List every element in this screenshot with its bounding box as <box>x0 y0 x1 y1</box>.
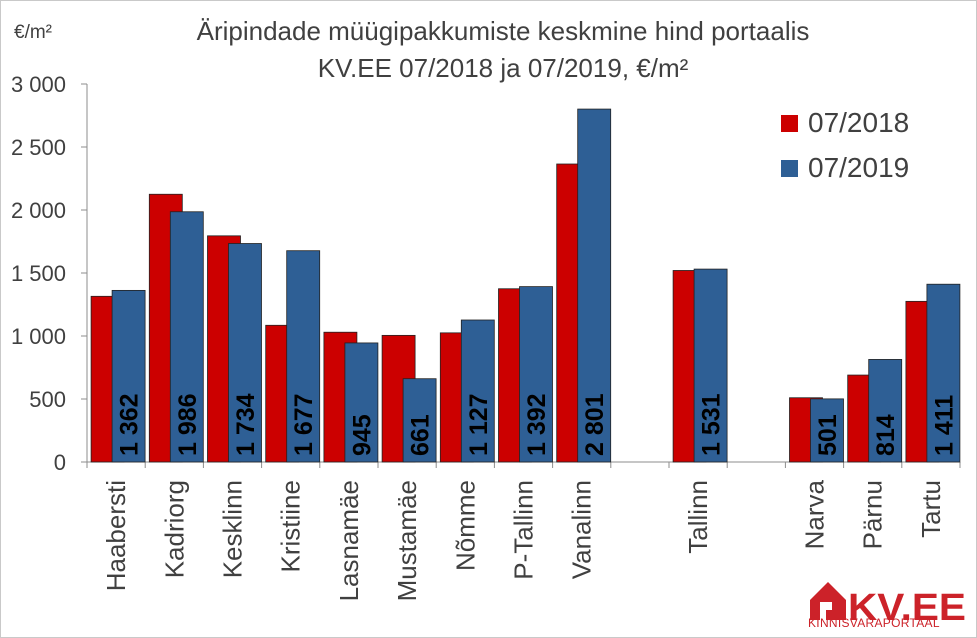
logo-tagline: KINNISVARAPORTAAL <box>808 616 940 630</box>
y-tick-label: 1 500 <box>11 261 66 286</box>
bar-2019-10 <box>693 268 728 463</box>
data-label-2019: 1 734 <box>232 393 260 456</box>
bar-2019-0 <box>111 289 146 463</box>
bar-2019-6 <box>460 319 495 463</box>
chart-title-line-2: KV.EE 07/2018 ja 07/2019, €/m² <box>318 53 689 83</box>
x-tick-label: Kesklinn <box>218 480 248 578</box>
logo-brand: KV.EE <box>848 587 966 629</box>
data-label-2019: 661 <box>407 414 435 456</box>
y-axis-unit-label: €/m² <box>14 22 52 43</box>
data-label-2019: 945 <box>348 414 376 456</box>
house-icon: KV.EE <box>810 582 966 629</box>
kv-ee-logo: KV.EE KINNISVARAPORTAAL <box>808 574 968 630</box>
legend-label: 07/2018 <box>808 107 909 138</box>
x-tick-label: Tartu <box>916 480 946 538</box>
x-tick-label: Narva <box>800 479 830 549</box>
legend-swatch-07/2019 <box>781 160 798 177</box>
bar-2019-13 <box>868 359 903 463</box>
bar-2019-2 <box>228 243 262 463</box>
data-label-2019: 1 362 <box>116 393 144 456</box>
y-tick-label: 2 500 <box>11 135 66 160</box>
x-tick-label: Haabersti <box>101 480 131 591</box>
legend-label: 07/2019 <box>808 152 909 183</box>
bar-2019-4 <box>344 342 379 463</box>
bar-2019-1 <box>169 211 204 463</box>
x-tick-label: Mustamäe <box>392 480 422 601</box>
chart-title-line-1: Äripindade müügipakkumiste keskmine hind… <box>197 16 810 46</box>
y-tick-label: 0 <box>54 450 66 475</box>
x-tick-label: Pärnu <box>858 480 888 549</box>
x-tick-label: Lasnamäe <box>334 480 364 601</box>
x-tick-label: Nõmme <box>450 480 480 571</box>
data-label-2019: 814 <box>872 414 900 456</box>
x-tick-label: Kadriorg <box>159 480 189 578</box>
data-label-2019: 1 677 <box>290 393 318 456</box>
data-label-2019: 1 392 <box>523 393 551 456</box>
data-label-2019: 2 801 <box>581 393 609 456</box>
bar-2019-7 <box>519 286 553 463</box>
legend-swatch-07/2018 <box>781 115 798 132</box>
y-tick-label: 1 000 <box>11 324 66 349</box>
bar-2019-12 <box>810 398 844 463</box>
data-label-2019: 1 531 <box>698 393 726 456</box>
data-label-2019: 501 <box>814 414 842 456</box>
x-tick-label: Tallinn <box>683 480 713 554</box>
x-tick-label: Kristiine <box>276 480 306 572</box>
y-tick-label: 500 <box>29 387 66 412</box>
y-tick-label: 2 000 <box>11 198 66 223</box>
data-label-2019: 1 411 <box>930 395 958 456</box>
x-tick-label: Vanalinn <box>567 480 597 579</box>
bar-2019-3 <box>286 250 321 463</box>
data-label-2019: 1 986 <box>174 393 202 456</box>
bar-2019-5 <box>402 378 437 463</box>
x-tick-label: P-Tallinn <box>509 480 539 580</box>
bar-2019-8 <box>577 108 612 463</box>
y-tick-label: 3 000 <box>11 72 66 97</box>
data-label-2019: 1 127 <box>465 393 493 456</box>
bar-2019-14 <box>926 283 961 463</box>
